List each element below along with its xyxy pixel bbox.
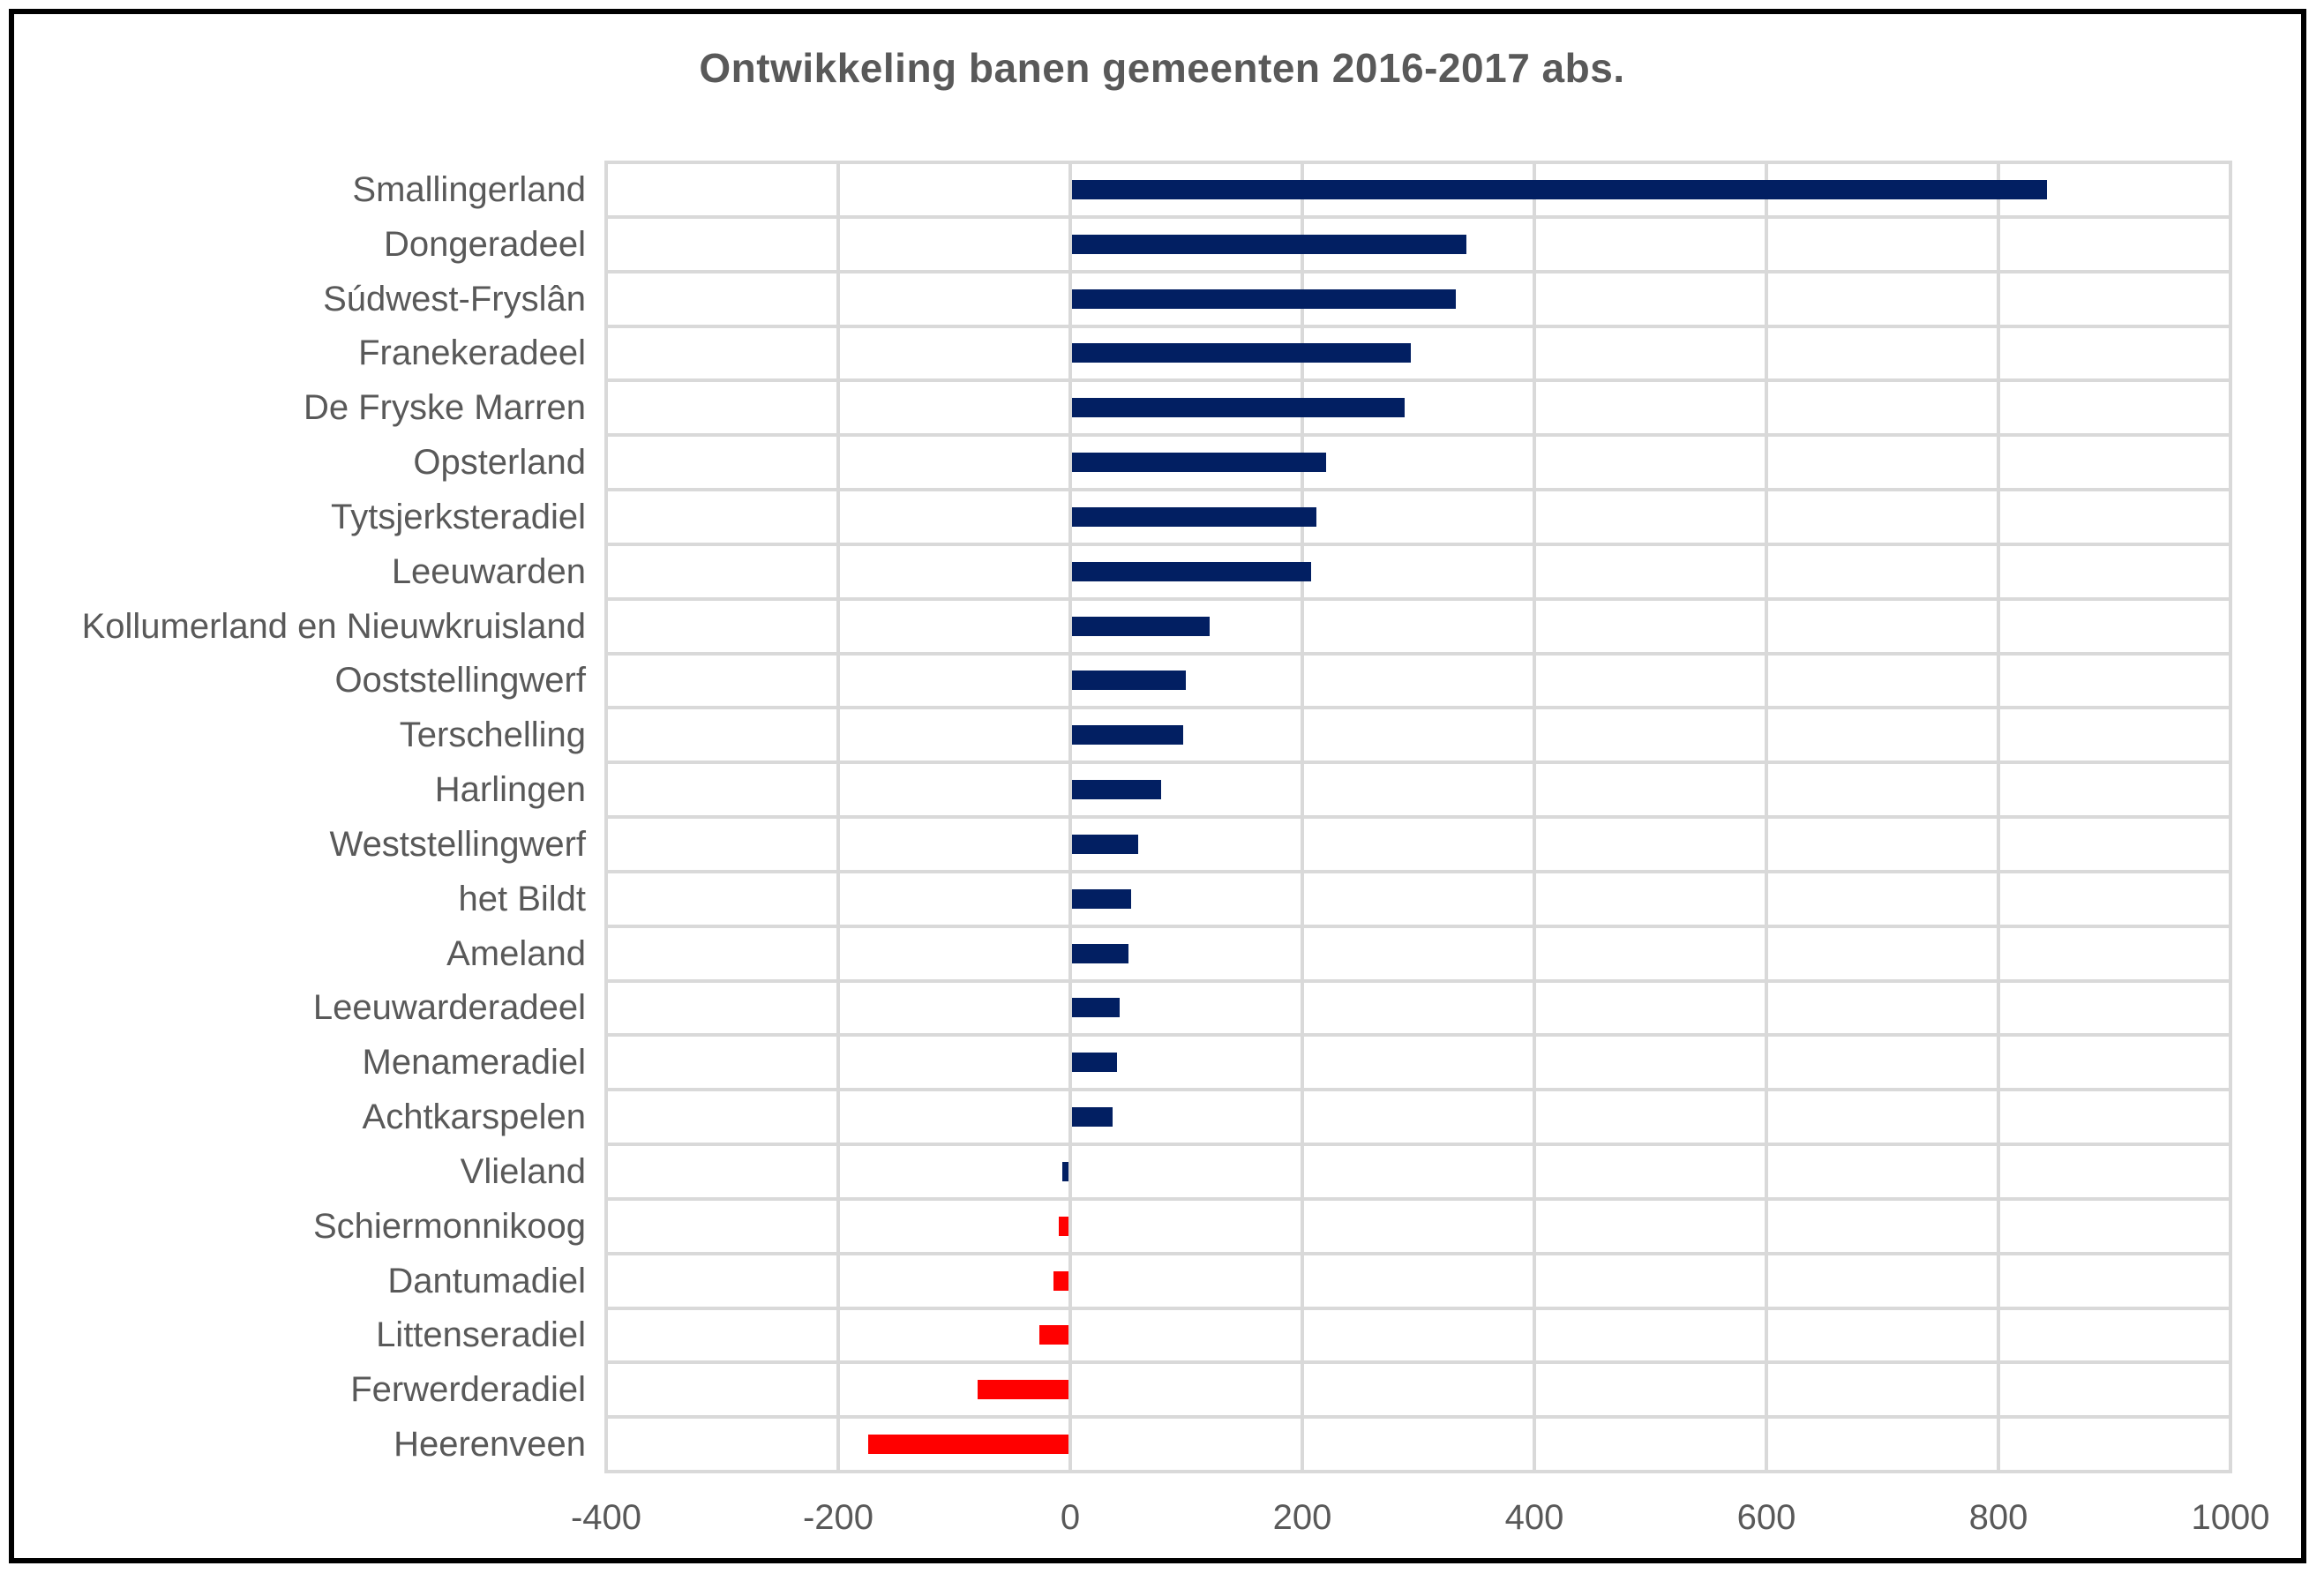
bar-tytsjerksteradiel (1072, 506, 1317, 527)
category-label: Weststellingwerf (329, 824, 586, 864)
bar-s-dwest-frysl-n (1072, 288, 1457, 309)
bar-menameradiel (1072, 1053, 1118, 1073)
vertical-gridline (1301, 162, 1304, 1472)
category-label: Menameradiel (362, 1043, 586, 1083)
bar-schiermonnikoog (1059, 1216, 1068, 1236)
category-label: Kollumerland en Nieuwkruisland (81, 606, 586, 646)
vertical-gridline (604, 162, 608, 1472)
x-tick-label: -200 (802, 1498, 874, 1537)
horizontal-gridline (604, 161, 2232, 164)
horizontal-gridline (604, 1143, 2232, 1146)
bar-ooststellingwerf (1072, 671, 1186, 691)
category-label: Leeuwarderadeel (312, 988, 586, 1028)
category-label: Súdwest-Fryslân (323, 279, 586, 318)
category-label: Ameland (446, 933, 586, 973)
horizontal-gridline (604, 378, 2232, 383)
horizontal-gridline (604, 542, 2232, 546)
x-tick-label: 1000 (2191, 1498, 2270, 1537)
horizontal-gridline (604, 815, 2232, 819)
horizontal-gridline (604, 1033, 2232, 1038)
category-label: Opsterland (413, 443, 586, 483)
bar-heerenveen (867, 1435, 1068, 1455)
horizontal-gridline (604, 324, 2232, 328)
horizontal-gridline (604, 761, 2232, 765)
vertical-gridline (1533, 162, 1536, 1472)
horizontal-gridline (604, 269, 2232, 273)
bar-littenseradiel (1039, 1325, 1068, 1345)
horizontal-gridline (604, 706, 2232, 710)
category-label: Ferwerderadiel (350, 1370, 586, 1410)
category-label: Littenseradiel (376, 1315, 586, 1355)
horizontal-gridline (604, 1360, 2232, 1365)
bar-dantumadiel (1053, 1270, 1068, 1291)
bar-franekeradeel (1072, 343, 1411, 363)
category-label: het Bildt (458, 879, 586, 918)
vertical-gridline (2229, 162, 2232, 1472)
horizontal-gridline (604, 1251, 2232, 1255)
category-label: Tytsjerksteradiel (331, 497, 586, 536)
vertical-gridline (836, 162, 840, 1472)
x-tick-label: 400 (1504, 1498, 1564, 1537)
category-label: De Fryske Marren (303, 388, 586, 428)
horizontal-gridline (604, 1196, 2232, 1201)
vertical-gridline (1765, 162, 1768, 1472)
category-label: Achtkarspelen (362, 1098, 586, 1137)
x-tick-label: 200 (1272, 1498, 1332, 1537)
bar-weststellingwerf (1072, 834, 1138, 854)
horizontal-gridline (604, 596, 2232, 601)
horizontal-gridline (604, 978, 2232, 983)
category-label: Leeuwarden (391, 551, 586, 591)
bar-ameland (1072, 943, 1129, 963)
bar-leeuwarderadeel (1072, 998, 1120, 1018)
category-label: Heerenveen (394, 1425, 586, 1465)
bar-harlingen (1072, 780, 1162, 800)
bar-vlieland (1062, 1161, 1068, 1181)
vertical-gridline (1068, 162, 1072, 1472)
category-label: Dantumadiel (387, 1261, 586, 1300)
category-label: Harlingen (434, 770, 586, 810)
category-label: Franekeradeel (358, 333, 586, 373)
x-tick-label: 800 (1968, 1498, 2028, 1537)
horizontal-gridline (604, 869, 2232, 873)
vertical-gridline (1997, 162, 2000, 1472)
x-tick-label: 0 (1060, 1498, 1081, 1537)
category-label: Smallingerland (352, 169, 586, 209)
category-label: Ooststellingwerf (334, 661, 586, 701)
horizontal-gridline (604, 1470, 2232, 1473)
bar-het-bildt (1072, 888, 1132, 909)
category-label: Schiermonnikoog (312, 1206, 586, 1246)
x-tick-label: -400 (570, 1498, 642, 1537)
category-label: Terschelling (399, 716, 586, 755)
bar-leeuwarden (1072, 561, 1311, 581)
horizontal-gridline (604, 1306, 2232, 1310)
horizontal-gridline (604, 651, 2232, 656)
horizontal-gridline (604, 1088, 2232, 1092)
category-label: Vlieland (460, 1151, 586, 1191)
bar-kollumerland-en-nieuwkruisland (1072, 616, 1211, 636)
bar-smallingerland (1072, 179, 2047, 199)
bar-terschelling (1072, 725, 1184, 746)
horizontal-gridline (604, 924, 2232, 928)
bar-opsterland (1072, 453, 1326, 473)
chart-title: Ontwikkeling banen gemeenten 2016-2017 a… (699, 45, 1625, 91)
horizontal-gridline (604, 1415, 2232, 1420)
category-label: Dongeradeel (383, 224, 586, 264)
bar-ferwerderadiel (978, 1380, 1068, 1400)
x-tick-label: 600 (1736, 1498, 1796, 1537)
bar-achtkarspelen (1072, 1107, 1113, 1128)
bar-de-fryske-marren (1072, 398, 1406, 418)
bar-dongeradeel (1072, 234, 1467, 254)
horizontal-gridline (604, 214, 2232, 219)
horizontal-gridline (604, 433, 2232, 438)
horizontal-gridline (604, 488, 2232, 491)
